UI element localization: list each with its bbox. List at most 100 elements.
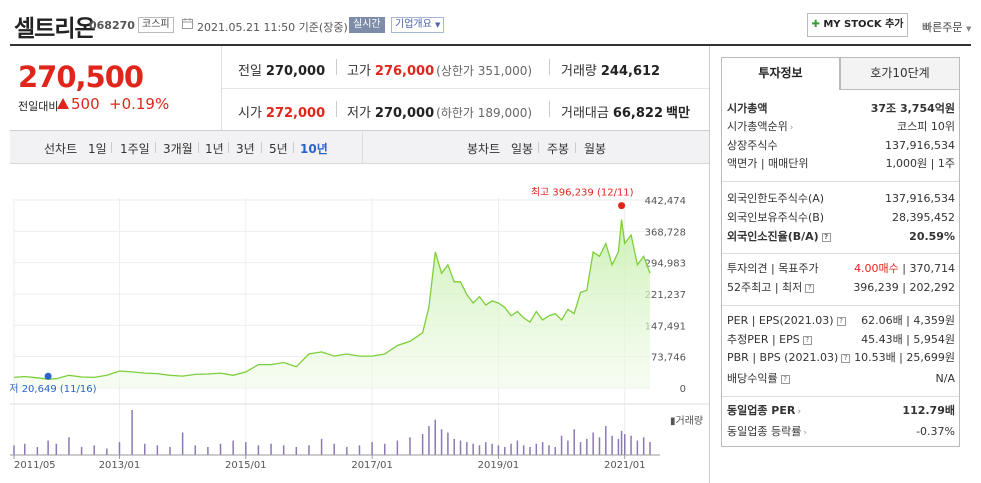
help-icon[interactable]: ? bbox=[836, 316, 846, 326]
period-divider bbox=[228, 142, 229, 153]
sector-per-label: 동일업종 PER bbox=[727, 404, 796, 417]
period-5y[interactable]: 5년 bbox=[269, 142, 288, 156]
high-value: 276,000 bbox=[374, 64, 435, 79]
invest-info-panel bbox=[721, 90, 960, 447]
period-1y[interactable]: 1년 bbox=[205, 142, 224, 156]
info-divider bbox=[722, 396, 959, 397]
tab-orderbook[interactable]: 호가10단계 bbox=[840, 57, 960, 90]
tab-invest-info[interactable]: 투자정보 bbox=[721, 57, 840, 90]
x-tick-label: 2015/01 bbox=[225, 460, 267, 471]
shares-label: 상장주식수 bbox=[727, 139, 778, 152]
mystock-add-button[interactable]: ✚ MY STOCK 추가 bbox=[807, 13, 908, 37]
price-panel bbox=[10, 46, 222, 130]
realtime-badge[interactable]: 실시간 bbox=[349, 17, 385, 33]
open-cell: 시가 272,000 bbox=[238, 102, 325, 121]
per-label: PER | EPS(2021.03) bbox=[727, 314, 834, 327]
foreign-hold-value: 28,395,452 bbox=[892, 211, 955, 224]
line-chart-label: 선차트 bbox=[44, 142, 78, 156]
par-value: 1,000원 | 1주 bbox=[885, 157, 955, 170]
prev-close-value: 270,000 bbox=[265, 64, 326, 79]
min-marker bbox=[44, 372, 52, 380]
foreign-ratio-value: 20.59% bbox=[909, 230, 955, 243]
shares-row: 상장주식수 137,916,534 bbox=[727, 138, 955, 154]
shares-value: 137,916,534 bbox=[885, 139, 955, 152]
low-label: 저가 bbox=[347, 106, 371, 121]
prev-close-cell: 전일 270,000 bbox=[238, 60, 325, 79]
period-3y[interactable]: 3년 bbox=[236, 142, 255, 156]
help-icon[interactable]: ? bbox=[821, 232, 831, 242]
period-1d[interactable]: 1일 bbox=[88, 142, 107, 156]
prev-close-label: 전일 bbox=[238, 64, 262, 79]
help-icon[interactable]: ? bbox=[841, 353, 851, 363]
y-tick-label: 368,728 bbox=[645, 227, 686, 238]
week52-row: 52주최고 | 최저? 396,239 | 202,292 bbox=[727, 280, 955, 296]
info-divider bbox=[722, 181, 959, 182]
mystock-add-label: MY STOCK 추가 bbox=[823, 19, 904, 30]
volume-cell: 거래량 244,612 bbox=[561, 60, 660, 79]
amount-cell: 거래대금 66,822 백만 bbox=[561, 102, 690, 121]
x-tick-label: 2017/01 bbox=[351, 460, 393, 471]
candle-monthly[interactable]: 월봉 bbox=[584, 142, 607, 156]
target-price-value: | 370,714 bbox=[902, 262, 955, 275]
period-3m[interactable]: 3개월 bbox=[163, 142, 193, 156]
company-overview-label: 기업개요 bbox=[395, 19, 432, 30]
chevron-right-icon: › bbox=[803, 428, 807, 438]
candle-chart-label: 봉차트 bbox=[467, 142, 501, 156]
quotes-bottom-border bbox=[10, 130, 710, 131]
help-icon[interactable]: ? bbox=[780, 374, 790, 384]
pbr-label: PBR | BPS (2021.03) bbox=[727, 351, 839, 364]
calendar-icon bbox=[182, 18, 193, 29]
volume-value: 244,612 bbox=[600, 64, 661, 79]
help-icon[interactable]: ? bbox=[805, 283, 815, 293]
high-label: 고가 bbox=[347, 64, 371, 79]
foreign-ratio-row: 외국인소진율(B/A)? 20.59% bbox=[727, 229, 955, 245]
price-line bbox=[13, 219, 651, 380]
opinion-label: 투자의견 | 목표주가 bbox=[727, 262, 819, 275]
period-group-divider bbox=[362, 132, 363, 163]
plus-icon: ✚ bbox=[811, 19, 820, 30]
quick-order-label: 빠른주문 bbox=[922, 21, 963, 34]
current-price: 270,500 bbox=[18, 60, 144, 94]
quick-order-dropdown[interactable]: 빠른주문 ▼ bbox=[922, 19, 971, 35]
candle-weekly[interactable]: 주봉 bbox=[547, 142, 570, 156]
par-label: 액면가 | 매매단위 bbox=[727, 157, 809, 170]
volume-label: ▮거래량 bbox=[670, 415, 703, 427]
x-tick-label: 2019/01 bbox=[478, 460, 520, 471]
sector-change-row: 동일업종 등락률 › -0.37% bbox=[727, 424, 955, 440]
market-cap-label: 시가총액 bbox=[727, 102, 768, 115]
amount-unit: 백만 bbox=[666, 106, 690, 121]
cap-rank-value: 코스피 10위 bbox=[897, 120, 955, 133]
y-tick-label: 442,474 bbox=[645, 196, 686, 207]
low-cell: 저가 270,000 (하한가 189,000) bbox=[347, 102, 532, 121]
content-divider bbox=[709, 46, 710, 483]
x-tick-label: 2011/05 bbox=[14, 460, 56, 471]
chevron-right-icon: › bbox=[797, 407, 802, 417]
help-icon[interactable]: ? bbox=[802, 335, 812, 345]
price-change: 500 bbox=[71, 95, 100, 113]
stock-code: 068270 bbox=[89, 19, 135, 32]
period-10y[interactable]: 10년 bbox=[300, 142, 328, 156]
company-overview-dropdown[interactable]: 기업개요 ▼ bbox=[391, 17, 445, 33]
period-divider bbox=[111, 142, 112, 153]
foreign-hold-label: 외국인보유주식수(B) bbox=[727, 211, 825, 224]
period-1w[interactable]: 1주일 bbox=[120, 142, 150, 156]
opinion-row: 투자의견 | 목표주가 4.00매수 | 370,714 bbox=[727, 261, 955, 277]
y-tick-label: 221,237 bbox=[645, 290, 686, 301]
quote-timestamp: 2021.05.21 11:50 기준(장중) bbox=[197, 21, 348, 34]
open-label: 시가 bbox=[238, 106, 262, 121]
candle-daily[interactable]: 일봉 bbox=[511, 142, 534, 156]
lower-limit: (하한가 189,000) bbox=[436, 106, 533, 120]
par-row: 액면가 | 매매단위 1,000원 | 1주 bbox=[727, 156, 955, 172]
cell-divider bbox=[549, 59, 550, 75]
price-chart[interactable]: 442,474 368,728 294,983 221,237 147,491 73,74… bbox=[10, 165, 709, 483]
pbr-value: 10.53배 | 25,699원 bbox=[854, 351, 955, 364]
period-divider bbox=[293, 142, 294, 153]
volume-label: 거래량 bbox=[561, 64, 597, 79]
chevron-down-icon: ▼ bbox=[965, 25, 972, 33]
min-label: 최저 20,649 (11/16) bbox=[10, 383, 97, 395]
upper-limit: (상한가 351,000) bbox=[436, 64, 533, 78]
foreign-limit-value: 137,916,534 bbox=[885, 192, 955, 205]
open-value: 272,000 bbox=[265, 106, 326, 121]
quotes-row-divider bbox=[222, 88, 709, 89]
price-area bbox=[14, 219, 650, 388]
